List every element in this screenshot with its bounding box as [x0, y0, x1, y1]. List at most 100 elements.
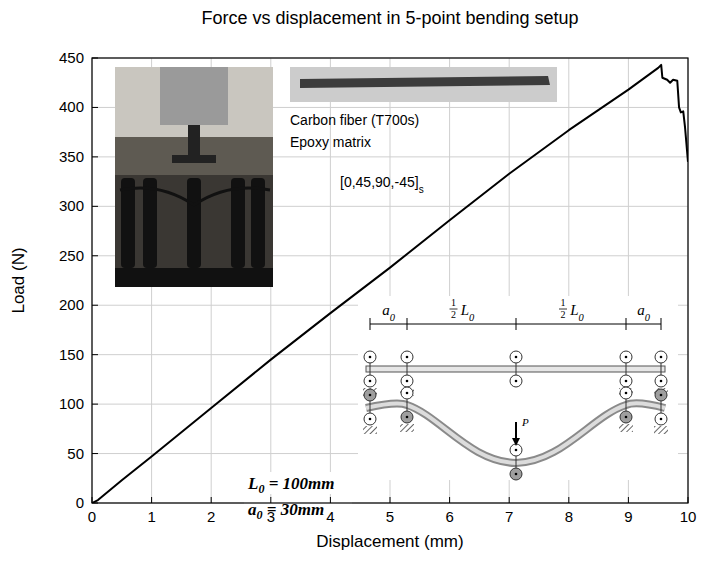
pin — [510, 351, 522, 363]
x-tick-label: 5 — [386, 508, 394, 525]
pin — [364, 351, 376, 363]
photo-fixture — [187, 178, 201, 268]
pin-link — [370, 389, 371, 425]
x-tick-label: 3 — [267, 508, 275, 525]
pin — [401, 351, 413, 363]
x-tick — [509, 497, 510, 503]
pin-link — [626, 351, 627, 387]
diagram-label: a0 — [382, 302, 396, 323]
photo-head — [172, 155, 216, 163]
grid — [92, 58, 688, 503]
load-arrow — [515, 422, 517, 440]
dimension-value: = 100mm — [264, 474, 334, 493]
plot-frame — [92, 58, 688, 503]
diagram-label: a0 — [637, 302, 651, 323]
layup-text: [0,45,90,-45]s — [340, 174, 424, 195]
pin-dot — [625, 380, 628, 383]
x-tick-label: 6 — [445, 508, 453, 525]
label-sub: 0 — [390, 312, 396, 323]
pin-dot — [369, 380, 372, 383]
x-tick — [330, 497, 331, 503]
deformed-beam — [366, 403, 665, 463]
material-text: Carbon fiber (T700s) — [290, 112, 419, 128]
pin-dot — [406, 380, 409, 383]
photo-fixture — [251, 178, 265, 268]
pin-dot — [625, 356, 628, 359]
schematic: a0a012L012L0P — [358, 296, 678, 480]
y-tick-label: 100 — [59, 395, 84, 412]
y-tick-label: 350 — [59, 148, 84, 165]
label-base: a — [382, 302, 390, 318]
label-base: a — [637, 302, 645, 318]
photo-bg — [115, 67, 273, 287]
y-tick-label: 150 — [59, 346, 84, 363]
x-tick — [151, 497, 152, 503]
photo-rod — [188, 125, 200, 157]
label-base: L — [460, 302, 469, 318]
photo-fixture — [231, 178, 245, 268]
pin — [620, 411, 632, 423]
pin-dot — [406, 416, 409, 419]
y-tick — [92, 107, 98, 108]
dim-tick — [407, 318, 408, 330]
pin — [401, 375, 413, 387]
pin — [364, 375, 376, 387]
pin-link — [626, 387, 627, 423]
pin — [655, 375, 667, 387]
frac-num: 1 — [561, 297, 566, 308]
load-arrow-head — [512, 438, 520, 446]
deformed-beam-core — [366, 403, 665, 463]
pin-dot — [369, 418, 372, 421]
y-tick-label: 200 — [59, 296, 84, 313]
x-tick — [211, 497, 212, 503]
pin-dot — [515, 380, 518, 383]
label-base: L — [569, 302, 578, 318]
photo-loadcell — [160, 67, 228, 125]
pin-dot — [515, 356, 518, 359]
pin-link — [516, 351, 517, 387]
pin — [401, 387, 413, 399]
label-sub: 0 — [645, 312, 651, 323]
specimen-inset — [290, 67, 557, 102]
y-tick — [92, 206, 98, 207]
x-tick-label: 2 — [207, 508, 215, 525]
photo-floor — [115, 268, 273, 287]
pin-link — [516, 444, 517, 480]
y-tick — [92, 58, 98, 59]
x-tick-label: 1 — [147, 508, 155, 525]
dim-tick — [661, 318, 662, 330]
x-tick-label: 0 — [88, 508, 96, 525]
photo-fixture — [121, 178, 135, 268]
specimen-strip — [300, 76, 550, 88]
chart-title: Force vs displacement in 5-point bending… — [201, 8, 578, 28]
pin — [655, 351, 667, 363]
pin-dot — [515, 473, 518, 476]
pin-dot — [406, 356, 409, 359]
pin — [620, 351, 632, 363]
layup-sub: s — [419, 184, 424, 195]
pin-dot — [369, 356, 372, 359]
pin — [364, 413, 376, 425]
pin-dot — [625, 392, 628, 395]
pin-link — [661, 389, 662, 425]
series-group — [92, 65, 688, 503]
label-sub: 0 — [579, 312, 585, 323]
x-tick — [688, 497, 689, 503]
y-tick — [92, 156, 98, 157]
y-tick — [92, 305, 98, 306]
label-sub: 0 — [469, 312, 475, 323]
photo-inset — [115, 67, 273, 287]
specimen-bg — [290, 67, 557, 102]
y-tick-label: 300 — [59, 197, 84, 214]
pin-link — [407, 387, 408, 423]
dim-tick — [370, 318, 371, 330]
x-tick — [568, 497, 569, 503]
pin-dot — [515, 449, 518, 452]
y-tick-label: 400 — [59, 98, 84, 115]
dim-tick — [626, 318, 627, 330]
photo-fixture — [143, 178, 157, 268]
pin-link — [370, 351, 371, 387]
pin-dot — [406, 392, 409, 395]
x-tick-label: 4 — [326, 508, 334, 525]
pin-dot — [625, 416, 628, 419]
